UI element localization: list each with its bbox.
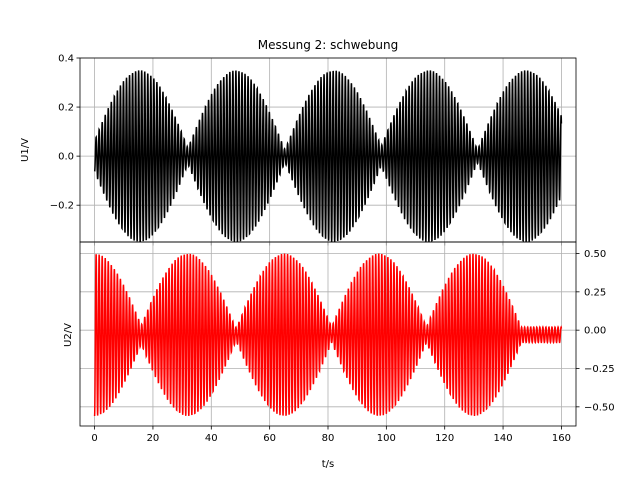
top-ytick-label: 0.4 [58,54,74,65]
bottom-ytick-label: −0.50 [584,402,615,413]
top-series-line [93,70,563,242]
bottom-xtick-label: 120 [435,433,454,444]
bottom-frame [79,241,577,427]
bottom-xlabel: t/s [322,459,335,470]
bottom-series-line [93,253,563,417]
bottom-ticks: 0 20 40 60 80 100 120 140 160 −0.50 −0.25 0.00 0.25 0… [91,249,614,444]
top-ytick-label: −0.2 [50,201,74,212]
top-panel: −0.2 0.0 0.2 0.4 U1/V [20,54,577,246]
bottom-xtick-label: 140 [494,433,513,444]
bottom-series [93,253,563,417]
bottom-xtick-label: 60 [263,433,276,444]
top-ytick-label: 0.2 [58,103,74,114]
top-ylabel: U1/V [20,138,31,162]
bottom-xtick-label: 100 [377,433,396,444]
bottom-ytick-label: 0.50 [584,249,606,260]
bottom-ytick-label: 0.00 [584,326,606,337]
top-ytick-label: 0.0 [58,152,74,163]
bottom-ylabel: U2/V [63,323,74,347]
bottom-ytick-label: 0.25 [584,287,606,298]
chart-title: Messung 2: schwebung [258,38,398,52]
bottom-xtick-label: 0 [91,433,97,444]
bottom-xtick-label: 20 [147,433,160,444]
top-series [93,70,563,242]
bottom-panel: 0 20 40 60 80 100 120 140 160 −0.50 −0.25 0.00 0.25 0… [63,241,615,470]
bottom-xtick-label: 40 [205,433,218,444]
bottom-xtick-label: 160 [552,433,571,444]
bottom-xtick-label: 80 [322,433,335,444]
bottom-ytick-label: −0.25 [584,364,615,375]
